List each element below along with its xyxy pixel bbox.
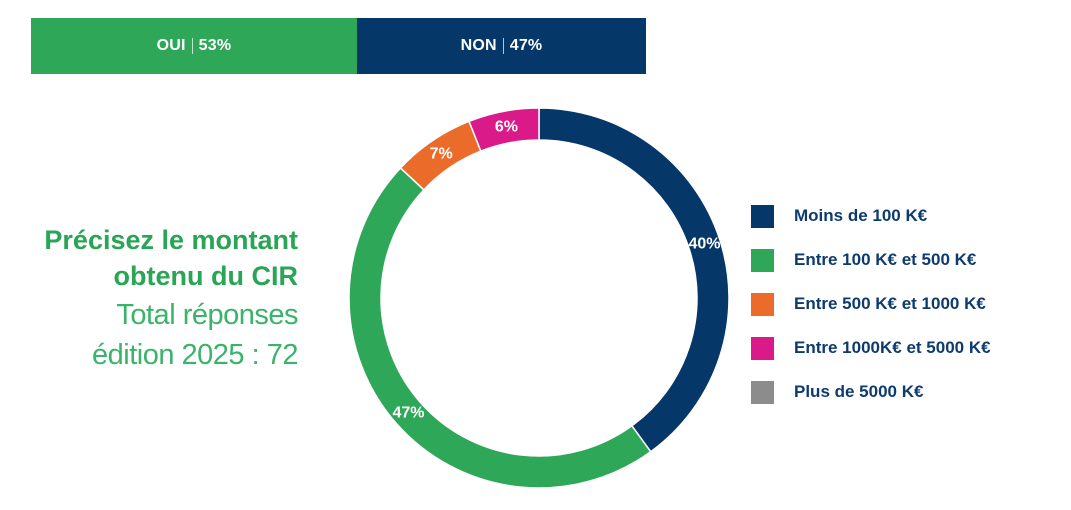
- separator: [502, 38, 504, 54]
- oui-segment: OUI 53%: [31, 18, 357, 74]
- legend-item-plus-5000k: Plus de 5000 K€: [751, 380, 991, 404]
- data-label-entre-500k-1000k: 7%: [430, 146, 453, 163]
- chart-title-block: Précisez le montant obtenu du CIR Total …: [0, 222, 298, 374]
- legend-label: Entre 100 K€ et 500 K€: [794, 250, 977, 269]
- legend-swatch: [751, 248, 774, 272]
- legend-label: Entre 500 K€ et 1000 K€: [794, 294, 986, 313]
- legend-swatch: [751, 204, 774, 228]
- legend-swatch: [751, 336, 774, 360]
- data-label-entre-100k-500k: 47%: [392, 405, 424, 422]
- donut-slice-entre-1000k-5000k: [468, 107, 540, 153]
- legend-item-moins-100k: Moins de 100 K€: [751, 204, 991, 228]
- legend-label: Entre 1000K€ et 5000 K€: [794, 338, 991, 357]
- non-percent: 47%: [509, 37, 543, 54]
- oui-non-bar: OUI 53% NON 47%: [31, 18, 646, 74]
- donut-slice-entre-100k-500k: [348, 166, 652, 489]
- chart-subtitle-line-2: édition 2025 : 72: [92, 339, 298, 371]
- oui-label: OUI: [156, 37, 186, 54]
- oui-percent: 53%: [198, 37, 232, 54]
- non-label: NON: [460, 37, 497, 54]
- legend-swatch: [751, 292, 774, 316]
- non-segment: NON 47%: [356, 18, 646, 74]
- legend-item-entre-100k-500k: Entre 100 K€ et 500 K€: [751, 248, 991, 272]
- data-label-moins-100k: 40%: [688, 236, 720, 253]
- chart-legend: Moins de 100 K€ Entre 100 K€ et 500 K€ Ent…: [751, 204, 991, 424]
- legend-item-entre-500k-1000k: Entre 500 K€ et 1000 K€: [751, 292, 991, 316]
- legend-label: Plus de 5000 K€: [794, 382, 924, 401]
- legend-item-entre-1000k-5000k: Entre 1000K€ et 5000 K€: [751, 336, 991, 360]
- legend-label: Moins de 100 K€: [794, 206, 928, 225]
- data-label-entre-1000k-5000k: 6%: [495, 119, 518, 136]
- chart-title-line-1: Précisez le montant: [44, 225, 298, 255]
- separator: [191, 38, 193, 54]
- chart-title-line-2: obtenu du CIR: [113, 261, 298, 291]
- donut-slice-moins-100k: [538, 107, 730, 453]
- legend-swatch: [751, 380, 774, 404]
- chart-subtitle-line-1: Total réponses: [116, 299, 298, 331]
